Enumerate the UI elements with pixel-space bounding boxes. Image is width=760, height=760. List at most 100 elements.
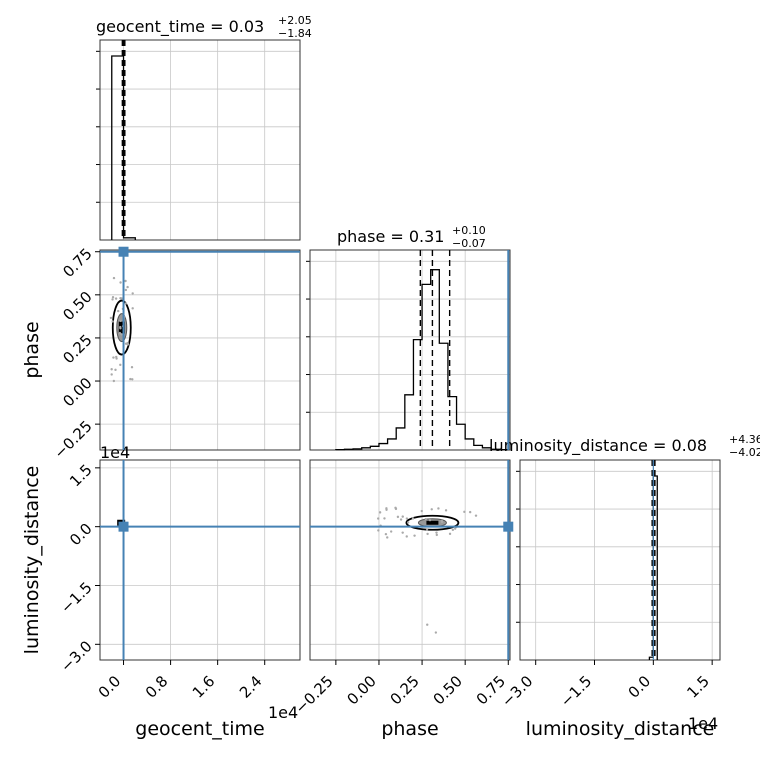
xlabel-luminosity-distance: luminosity_distance <box>526 718 715 740</box>
scatter-point-ld-phase <box>424 517 427 521</box>
scatter-point-ld-phase-outlier <box>434 631 438 634</box>
contour-outer-ld-phase <box>405 514 460 531</box>
title-geocent-time-minus: −1.84 <box>278 27 312 40</box>
scatter-point-ld-phase <box>384 532 388 536</box>
scatter-point-phase-geocent <box>111 320 114 323</box>
offset-label-luminosity-distance-y: 1e4 <box>100 443 130 462</box>
title-geocent-time-plus: +2.05 <box>278 14 312 27</box>
scatter-point-phase-geocent <box>118 331 122 335</box>
scatter-point-ld-phase-outlier <box>426 623 429 626</box>
panel-frame-1-0 <box>99 249 301 451</box>
scatter-point-ld-phase <box>435 531 438 534</box>
ytick-label-phase-3: 0.50 <box>59 288 95 324</box>
xtick-label-luminosity_distance-2: 0.0 <box>625 672 655 702</box>
scatter-point-phase-geocent <box>114 297 118 300</box>
scatter-point-ld-phase <box>396 515 400 519</box>
title-luminosity-distance-plus: +4.36 <box>729 433 760 446</box>
offset-label-geocent-time-x: 1e4 <box>268 703 298 722</box>
scatter-point-ld-phase <box>394 506 397 509</box>
title-luminosity-distance: luminosity_distance = 0.08 <box>489 436 707 456</box>
scatter-point-ld-phase <box>399 518 403 521</box>
scatter-point-phase-geocent <box>130 366 134 369</box>
scatter-point-phase-geocent <box>115 355 118 359</box>
xtick-label-luminosity_distance-3: 1.5 <box>683 672 713 702</box>
xlabel-geocent-time: geocent_time <box>135 718 264 740</box>
xtick-label-phase-0: −0.25 <box>291 672 336 717</box>
scatter-point-ld-phase <box>426 532 429 536</box>
ytick-label-phase-0: −0.25 <box>50 417 95 462</box>
truth-marker-geocent_time-phase <box>118 246 129 257</box>
scatter-point-phase-geocent <box>124 302 128 305</box>
scatter-point-ld-phase <box>376 517 380 520</box>
scatter-point-ld-phase <box>386 536 389 539</box>
title-luminosity-distance-minus: −4.02 <box>729 446 760 459</box>
scatter-point-phase-geocent <box>129 377 132 381</box>
panel-frame-0-0 <box>99 39 301 241</box>
ytick-label-luminosity_distance-0: −3.0 <box>57 637 95 675</box>
scatter-point-phase-geocent <box>124 288 128 292</box>
xtick-label-phase-2: 0.25 <box>387 672 423 708</box>
scatter-point-ld-phase <box>430 508 433 511</box>
scatter-point-ld-phase <box>435 533 439 537</box>
xtick-label-luminosity_distance-0: −3.0 <box>498 672 536 710</box>
scatter-point-ld-phase <box>428 518 432 522</box>
scatter-point-phase-geocent <box>112 276 116 280</box>
ytick-label-phase-1: 0.00 <box>59 374 95 410</box>
scatter-point-phase-geocent <box>110 368 113 371</box>
scatter-point-phase-geocent <box>124 279 127 283</box>
ytick-label-phase-4: 0.75 <box>59 245 95 281</box>
scatter-point-ld-phase <box>453 527 457 530</box>
scatter-point-ld-phase <box>448 532 452 536</box>
scatter-point-ld-phase <box>474 514 478 517</box>
scatter-point-ld-phase <box>425 528 429 532</box>
scatter-point-phase-geocent <box>109 316 113 320</box>
ylabel-phase: phase <box>21 321 43 378</box>
histogram-phase <box>335 269 509 451</box>
title-luminosity-distance-median: 0.08 <box>671 436 707 455</box>
title-phase-median: 0.31 <box>409 227 445 246</box>
title-phase-plus: +0.10 <box>452 224 486 237</box>
scatter-point-ld-phase <box>440 520 444 524</box>
title-geocent-time-median: 0.03 <box>229 17 265 36</box>
scatter-point-ld-phase <box>411 517 415 520</box>
offset-label-luminosity-distance-x: 1e4 <box>688 714 718 733</box>
scatter-point-phase-geocent <box>131 307 134 310</box>
scatter-point-phase-geocent <box>119 363 122 367</box>
histogram-geocent_time <box>111 55 136 240</box>
scatter-point-ld-phase <box>405 517 409 520</box>
title-luminosity-distance-name: luminosity_distance <box>489 436 648 456</box>
scatter-point-ld-phase <box>377 529 380 532</box>
xtick-label-geocent_time-2: 1.6 <box>189 672 219 702</box>
xtick-label-luminosity_distance-1: −1.5 <box>557 672 595 710</box>
scatter-point-ld-phase <box>405 535 408 538</box>
scatter-point-phase-geocent <box>112 356 115 359</box>
scatter-point-phase-geocent <box>126 285 129 289</box>
scatter-point-phase-geocent <box>126 341 129 345</box>
scatter-point-ld-phase <box>389 530 393 533</box>
scatter-point-phase-geocent <box>111 296 115 299</box>
scatter-point-phase-geocent <box>110 373 113 376</box>
panel-frame-2-1 <box>309 459 511 661</box>
marks: 0.0 0.8 1.6 2.4 −0.25 0.00 0.25 0.50 0.75−3.0 −1.… <box>50 40 713 717</box>
scatter-point-ld-phase <box>385 508 388 511</box>
scatter-point-ld-phase <box>413 534 416 537</box>
title-phase: phase = 0.31 <box>337 227 444 246</box>
xtick-label-phase-3: 0.50 <box>430 672 466 708</box>
title-geocent-time: geocent_time = 0.03 <box>96 17 264 37</box>
truth-marker-phase-luminosity_distance <box>503 521 514 532</box>
scatter-point-ld-phase <box>406 521 410 524</box>
title-geocent-time-name: geocent_time <box>96 17 205 37</box>
xtick-label-geocent_time-3: 2.4 <box>236 672 266 702</box>
ytick-label-luminosity_distance-1: −1.5 <box>57 578 95 616</box>
scatter-point-ld-phase <box>401 531 404 534</box>
scatter-point-phase-geocent <box>114 368 117 372</box>
density-core-ld-phase <box>426 520 439 525</box>
xtick-label-geocent_time-0: 0.0 <box>95 672 125 702</box>
title-phase-minus: −0.07 <box>452 237 486 250</box>
scatter-point-ld-phase <box>420 509 423 513</box>
ylabel-luminosity-distance: luminosity_distance <box>21 466 43 655</box>
xtick-label-phase-1: 0.00 <box>343 672 379 708</box>
scatter-point-ld-phase <box>378 511 382 514</box>
ytick-label-luminosity_distance-3: 1.5 <box>66 461 96 491</box>
